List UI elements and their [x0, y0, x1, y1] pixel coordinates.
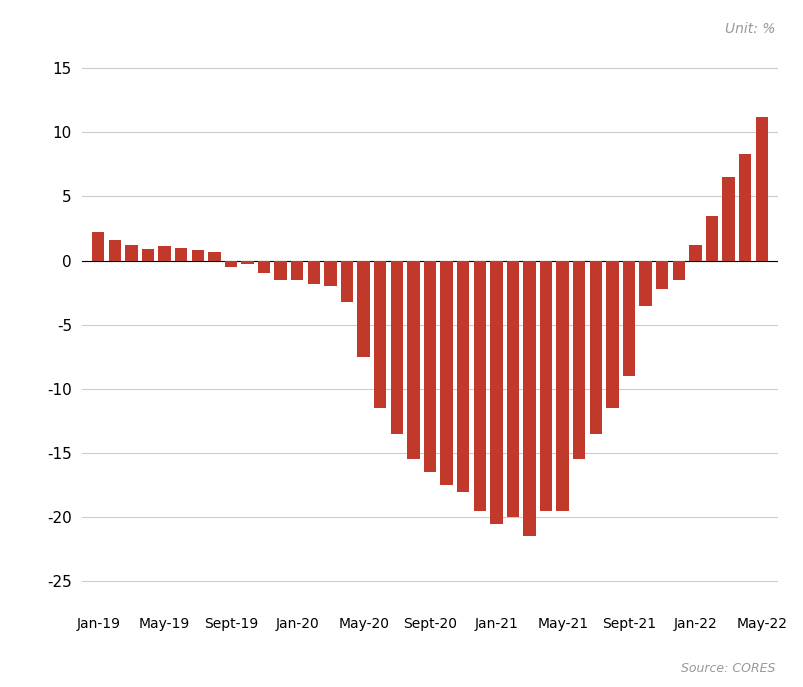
Text: Source: CORES: Source: CORES	[681, 662, 775, 675]
Bar	[357, 260, 369, 357]
Bar	[208, 251, 220, 260]
Bar	[406, 260, 419, 460]
Bar	[506, 260, 519, 517]
Bar	[638, 260, 651, 306]
Bar	[556, 260, 569, 511]
Bar	[688, 245, 701, 260]
Bar	[158, 247, 170, 260]
Bar	[324, 260, 336, 286]
Bar	[175, 248, 187, 260]
Bar	[490, 260, 502, 523]
Bar	[622, 260, 634, 376]
Bar	[456, 260, 469, 492]
Bar	[291, 260, 303, 280]
Bar	[258, 260, 270, 273]
Bar	[738, 154, 751, 260]
Bar	[655, 260, 667, 289]
Bar	[141, 249, 154, 260]
Bar	[523, 260, 535, 537]
Bar	[373, 260, 386, 408]
Bar	[191, 250, 204, 260]
Bar	[92, 232, 104, 260]
Bar	[241, 260, 254, 264]
Bar	[573, 260, 585, 460]
Bar	[755, 117, 767, 260]
Bar	[672, 260, 684, 280]
Bar	[340, 260, 353, 302]
Bar	[721, 177, 734, 260]
Bar	[125, 245, 137, 260]
Bar	[308, 260, 320, 284]
Bar	[108, 240, 121, 260]
Bar	[539, 260, 552, 511]
Bar	[605, 260, 618, 408]
Bar	[423, 260, 436, 473]
Text: Unit: %: Unit: %	[724, 22, 775, 36]
Bar	[440, 260, 452, 485]
Bar	[390, 260, 402, 433]
Bar	[589, 260, 601, 433]
Bar	[473, 260, 485, 511]
Bar	[705, 216, 717, 260]
Bar	[274, 260, 287, 280]
Bar	[224, 260, 237, 267]
